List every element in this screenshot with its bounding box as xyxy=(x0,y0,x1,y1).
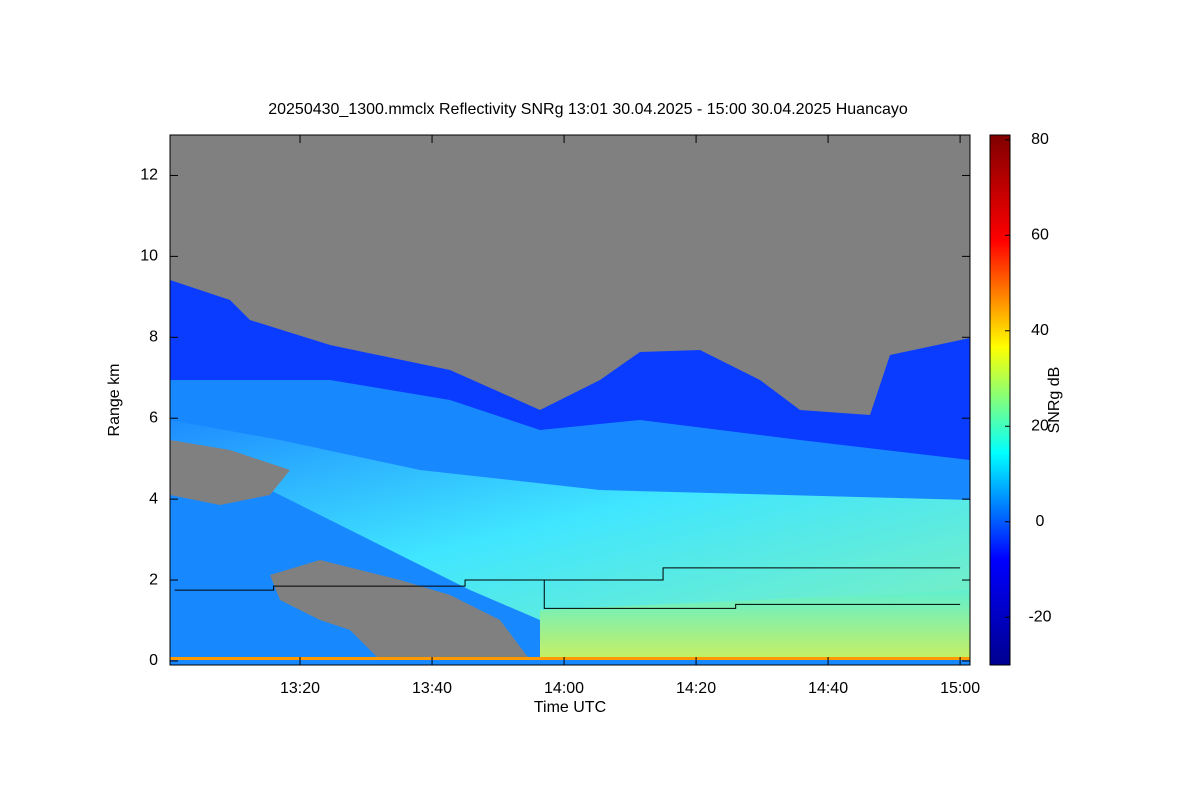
echo-low xyxy=(540,590,970,660)
colorbar-tick-label: 40 xyxy=(1031,322,1049,339)
colorbar-tick-label: 0 xyxy=(1036,513,1045,530)
gap-lower xyxy=(270,560,530,660)
surface-echo xyxy=(170,657,970,660)
x-tick-label: 14:00 xyxy=(544,680,584,697)
y-axis-label: Range km xyxy=(106,364,123,437)
x-tick-label: 15:00 xyxy=(940,680,980,697)
layer-line xyxy=(543,580,961,609)
plot-frame xyxy=(169,134,971,666)
y-tick-label: 4 xyxy=(149,490,158,507)
x-tick-label: 14:20 xyxy=(676,680,716,697)
y-tick-label: 2 xyxy=(149,571,158,588)
gap-left xyxy=(170,440,290,505)
y-tick-label: 8 xyxy=(149,329,158,346)
colorbar-tick-label: 20 xyxy=(1031,417,1049,434)
x-tick-label: 14:40 xyxy=(808,680,848,697)
colorbar-label: SNRg dB xyxy=(1046,367,1063,434)
colorbar xyxy=(989,134,1011,666)
layer-line xyxy=(174,567,961,591)
y-tick-label: 0 xyxy=(149,652,158,669)
colorbar-tick-label: 80 xyxy=(1031,131,1049,148)
field xyxy=(170,135,970,665)
x-tick-label: 13:40 xyxy=(412,680,452,697)
colorbar-tick-label: 60 xyxy=(1031,226,1049,243)
chart-title: 20250430_1300.mmclx Reflectivity SNRg 13… xyxy=(268,101,908,118)
echo-band xyxy=(170,420,970,620)
y-tick-label: 12 xyxy=(140,167,158,184)
x-tick-label: 13:20 xyxy=(280,680,320,697)
x-axis-label: Time UTC xyxy=(534,699,606,716)
y-tick-label: 10 xyxy=(140,248,158,265)
colorbar-tick-label: -20 xyxy=(1028,608,1051,625)
y-tick-label: 6 xyxy=(149,409,158,426)
